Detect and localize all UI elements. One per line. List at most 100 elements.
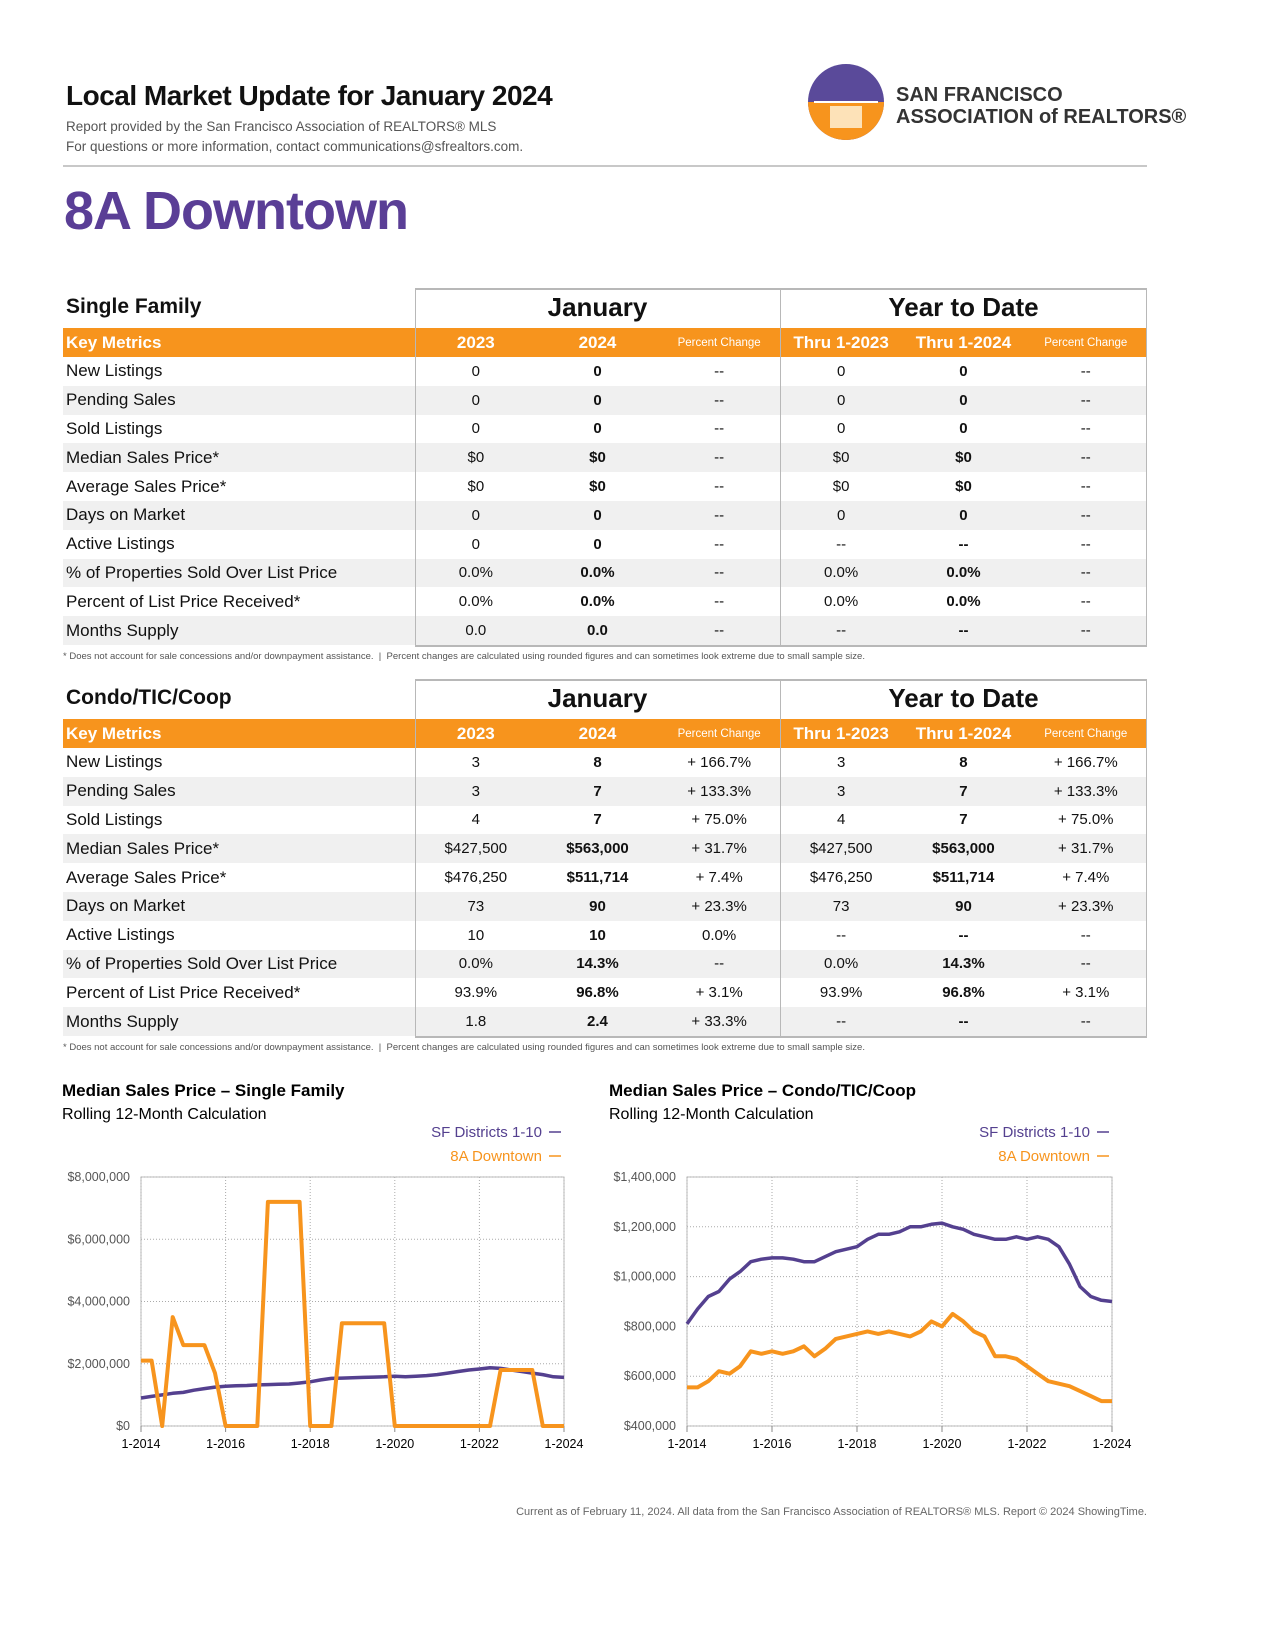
cell: + 23.3% bbox=[1058, 897, 1114, 915]
header-row: Key Metrics 2023 2024 Percent Change Thru 1-… bbox=[63, 719, 1147, 748]
cell: 0.0% bbox=[702, 926, 737, 944]
cell: 96.8% bbox=[942, 984, 985, 1002]
legend-label: SF Districts 1-10 bbox=[431, 1124, 542, 1141]
row-label: Median Sales Price* bbox=[66, 838, 220, 858]
border bbox=[1146, 288, 1147, 645]
table-row: Pending Sales 3 7 + 133.3% 3 7 + 133.3% bbox=[63, 776, 1147, 806]
y-tick-label: $6,000,000 bbox=[67, 1232, 130, 1246]
cell: 73 bbox=[832, 897, 850, 915]
cell: 10 bbox=[589, 926, 606, 944]
table-row: Median Sales Price* $0 $0 -- $0 $0 -- bbox=[63, 443, 1147, 473]
y-tick-label: $1,400,000 bbox=[613, 1170, 676, 1184]
row-label: Average Sales Price* bbox=[66, 867, 227, 887]
column-header: 2023 bbox=[456, 332, 495, 352]
column-header: 2023 bbox=[456, 723, 495, 743]
series-line bbox=[140, 1366, 565, 1400]
cell: 7 bbox=[593, 811, 602, 829]
table-section: Condo/TIC/Coop bbox=[66, 686, 232, 709]
table-row: Active Listings 10 10 0.0% -- -- -- bbox=[63, 921, 1147, 950]
row-label: Active Listings bbox=[66, 925, 175, 945]
y-tick-label: $1,200,000 bbox=[613, 1220, 676, 1234]
cell: 7 bbox=[959, 811, 968, 829]
y-tick-label: $400,000 bbox=[624, 1419, 676, 1433]
logo-text: ASSOCIATION of REALTORS® bbox=[896, 106, 1187, 128]
cell: -- bbox=[958, 622, 969, 640]
legend-label: 8A Downtown bbox=[998, 1148, 1090, 1165]
divider bbox=[63, 165, 1147, 167]
table-row: Sold Listings 0 0 -- 0 0 -- bbox=[63, 415, 1147, 444]
column-header: 2024 bbox=[578, 332, 617, 352]
cell: -- bbox=[1080, 1013, 1091, 1031]
cell: 0.0% bbox=[458, 955, 493, 973]
row-label: Median Sales Price* bbox=[66, 447, 220, 467]
area-title: 8A Downtown bbox=[64, 181, 409, 241]
cell: 0.0% bbox=[580, 593, 615, 611]
cell: -- bbox=[1080, 926, 1091, 944]
cell: 4 bbox=[836, 811, 846, 829]
x-tick-label: 1-2018 bbox=[838, 1437, 877, 1451]
cell: -- bbox=[1080, 593, 1091, 611]
cell: -- bbox=[836, 1013, 847, 1031]
cell: $0 bbox=[832, 478, 850, 496]
table-row: New Listings 0 0 -- 0 0 -- bbox=[63, 357, 1147, 386]
y-tick-label: $800,000 bbox=[624, 1319, 676, 1333]
cell: 2.4 bbox=[587, 1013, 608, 1031]
y-tick-label: $2,000,000 bbox=[67, 1357, 130, 1371]
cell: 0.0% bbox=[824, 593, 859, 611]
table-row: Median Sales Price* $427,500 $563,000 + 31.… bbox=[63, 834, 1147, 864]
cell: $0 bbox=[589, 449, 606, 467]
row-label: Active Listings bbox=[66, 534, 175, 554]
cell: 14.3% bbox=[576, 955, 619, 973]
cell: -- bbox=[1080, 478, 1091, 496]
table-row: New Listings 3 8 + 166.7% 3 8 + 166.7% bbox=[63, 748, 1147, 777]
cell: -- bbox=[714, 593, 725, 611]
cell: -- bbox=[714, 506, 725, 524]
x-tick-label: 1-2020 bbox=[375, 1437, 414, 1451]
table-row: Percent of List Price Received* 0.0% 0.0% -… bbox=[63, 587, 1147, 616]
row-label: Days on Market bbox=[66, 505, 186, 525]
cell: 0 bbox=[593, 391, 602, 409]
chart-title: Median Sales Price – Single Family bbox=[62, 1081, 345, 1100]
border bbox=[415, 645, 1147, 647]
cell: + 75.0% bbox=[691, 811, 747, 829]
row-label: Pending Sales bbox=[66, 781, 176, 801]
border bbox=[1146, 679, 1147, 1036]
cell: -- bbox=[1080, 622, 1091, 640]
cell: 0 bbox=[836, 362, 846, 380]
border bbox=[780, 679, 781, 1036]
cell: $563,000 bbox=[932, 840, 995, 858]
cell: -- bbox=[1080, 506, 1091, 524]
footnote: * Does not account for sale concessions … bbox=[63, 651, 865, 662]
x-tick-label: 1-2020 bbox=[923, 1437, 962, 1451]
table-row: % of Properties Sold Over List Price 0.0%… bbox=[63, 558, 1147, 588]
row-label: Pending Sales bbox=[66, 390, 176, 410]
report-title: Local Market Update for January 2024 bbox=[66, 80, 553, 111]
cell: -- bbox=[1080, 955, 1091, 973]
cell: 0.0% bbox=[458, 593, 493, 611]
cell: -- bbox=[714, 391, 725, 409]
group-title: Year to Date bbox=[888, 683, 1039, 713]
x-tick-label: 1-2016 bbox=[753, 1437, 792, 1451]
column-header: Key Metrics bbox=[66, 723, 162, 743]
column-header: Key Metrics bbox=[66, 332, 162, 352]
column-header: Percent Change bbox=[1044, 336, 1128, 349]
cell: -- bbox=[1080, 535, 1091, 553]
x-tick-label: 1-2014 bbox=[668, 1437, 707, 1451]
cell: $427,500 bbox=[444, 840, 508, 858]
table-row: Pending Sales 0 0 -- 0 0 -- bbox=[63, 385, 1147, 415]
cell: + 3.1% bbox=[695, 984, 743, 1002]
cell: 0 bbox=[836, 391, 846, 409]
table-row: Sold Listings 4 7 + 75.0% 4 7 + 75.0% bbox=[63, 806, 1147, 835]
cell: 0.0% bbox=[946, 593, 981, 611]
cell: 3 bbox=[471, 753, 480, 771]
cell: + 7.4% bbox=[695, 869, 743, 887]
border bbox=[780, 288, 781, 645]
cell: 0 bbox=[836, 420, 846, 438]
cell: -- bbox=[1080, 362, 1091, 380]
x-tick-label: 1-2024 bbox=[545, 1437, 584, 1451]
series-line bbox=[141, 1199, 564, 1428]
cell: -- bbox=[836, 926, 847, 944]
cell: 0.0% bbox=[458, 564, 493, 582]
y-tick-label: $1,000,000 bbox=[613, 1270, 676, 1284]
metrics-table: Condo/TIC/Coop January Year to Date Key Met… bbox=[63, 679, 1147, 1053]
